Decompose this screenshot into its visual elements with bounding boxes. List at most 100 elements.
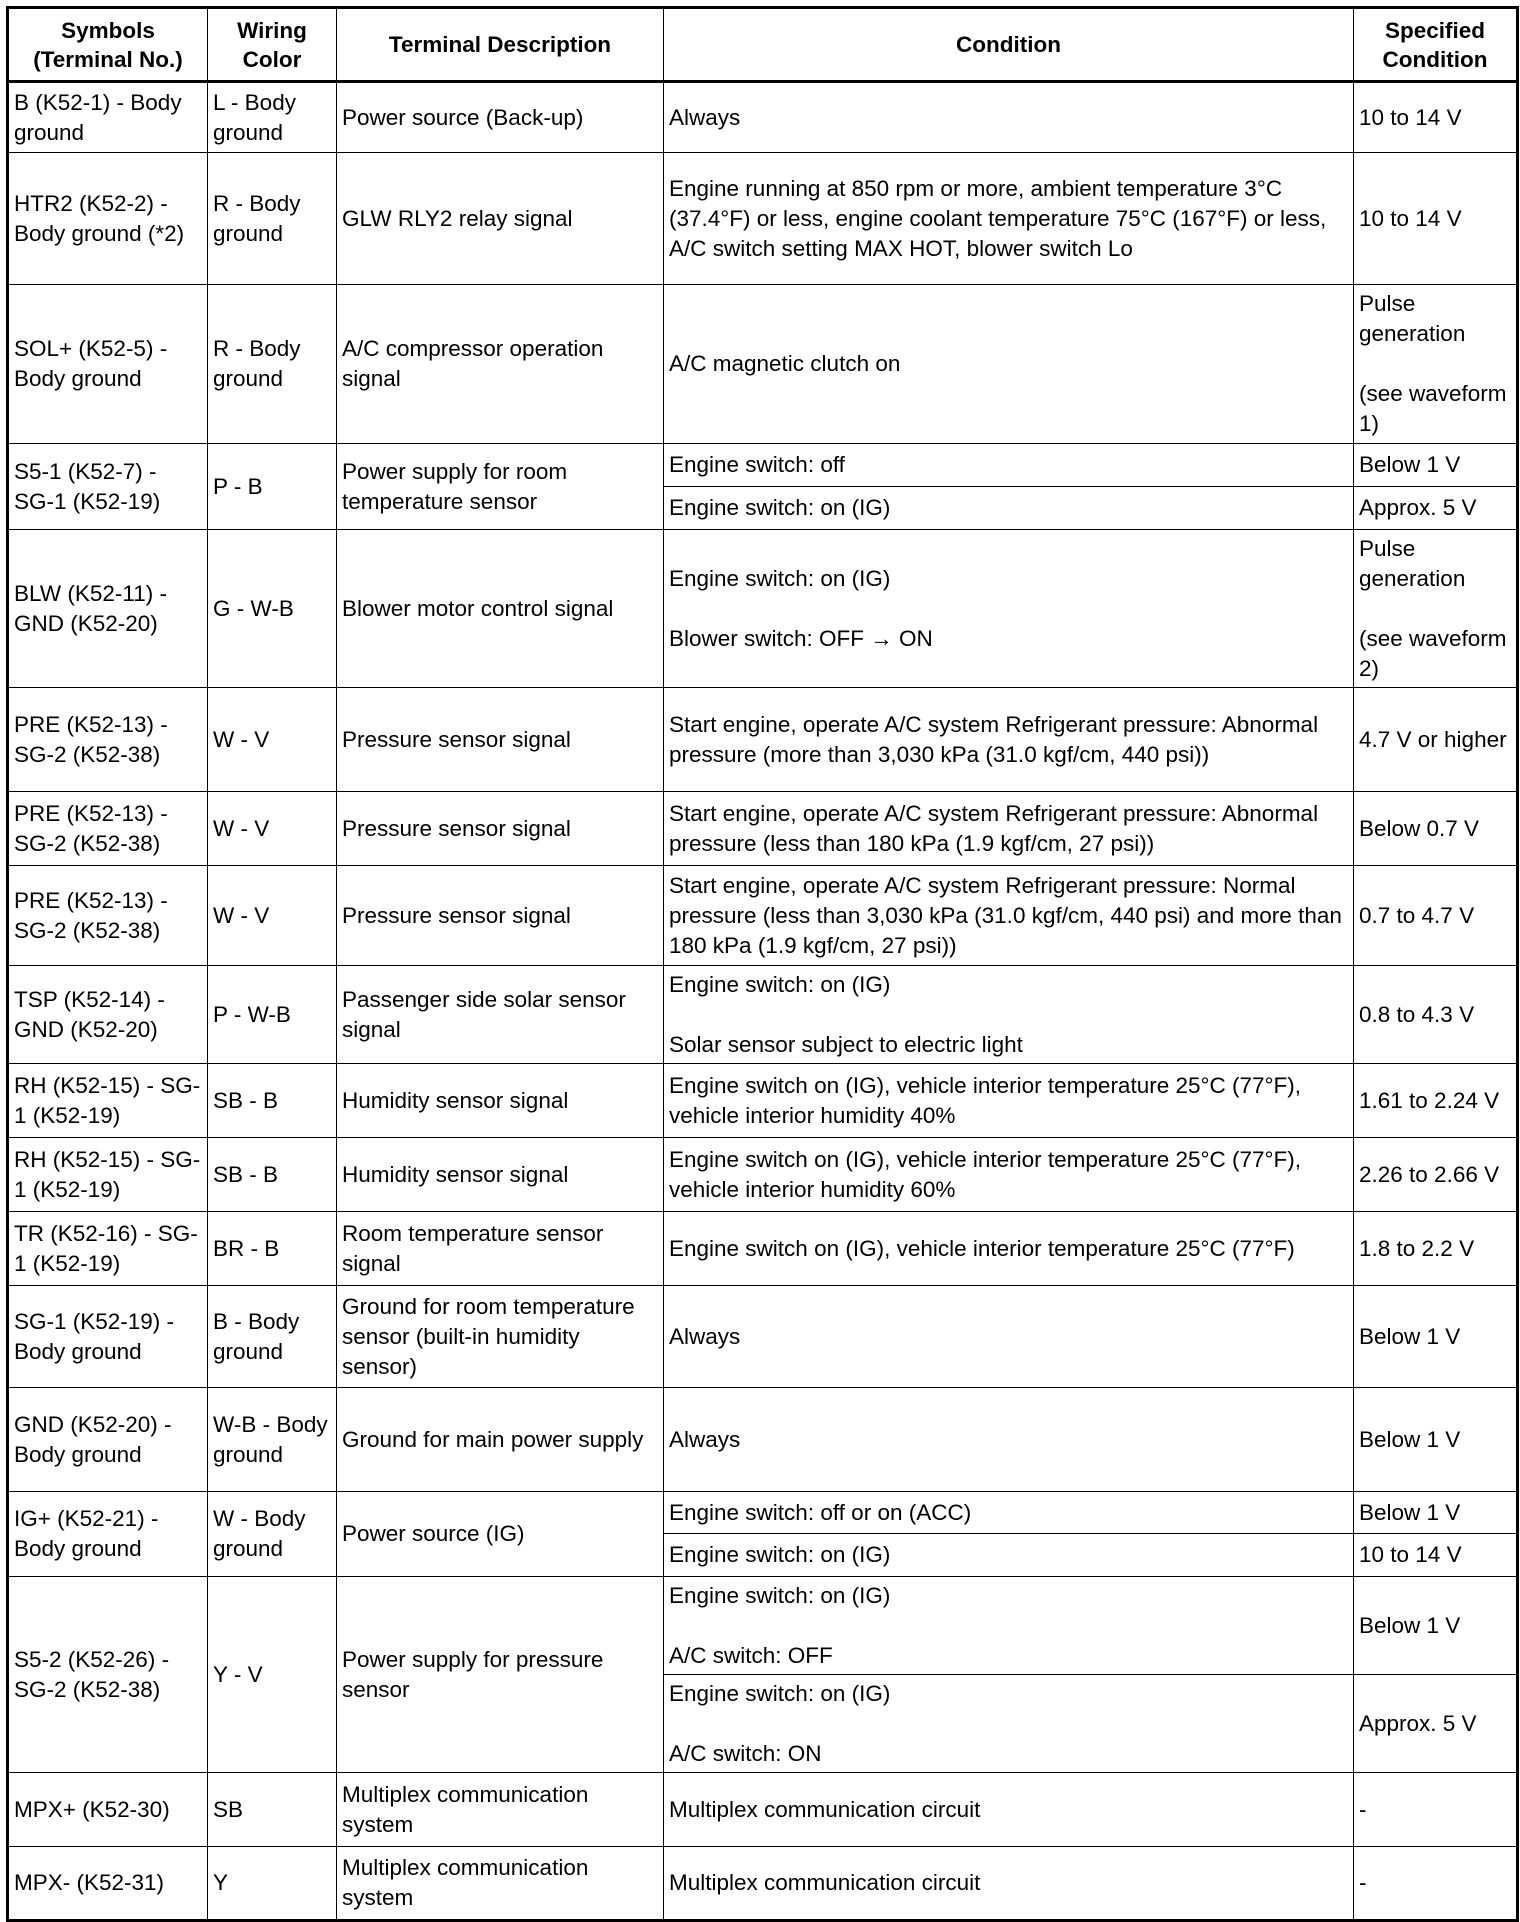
table-row: MPX+ (K52-30) SB Multiplex communication s… [7, 1772, 1518, 1847]
wiring-color-cell: R - Body ground [207, 284, 337, 444]
table-row: GND (K52-20) - Body ground W-B - Body gro… [7, 1387, 1518, 1492]
header-specified-condition: Specified Condition [1353, 7, 1518, 82]
description-cell: Power supply for room temperature sensor [336, 443, 664, 530]
wiring-color-cell: Y - V [207, 1576, 337, 1773]
condition-cell: Engine switch: on (IG) [663, 486, 1354, 530]
condition-cell: Engine switch on (IG), vehicle interior … [663, 1137, 1354, 1212]
symbol-cell: TR (K52-16) - SG-1 (K52-19) [7, 1211, 208, 1286]
condition-cell: Engine switch: on (IG) [663, 1533, 1354, 1577]
description-cell: Power source (Back-up) [336, 81, 664, 153]
table-row: PRE (K52-13) - SG-2 (K52-38) W - V Pressur… [7, 791, 1518, 866]
table-row: SG-1 (K52-19) - Body ground B - Body grou… [7, 1285, 1518, 1388]
symbol-cell: RH (K52-15) - SG-1 (K52-19) [7, 1137, 208, 1212]
wiring-color-cell: W - Body ground [207, 1491, 337, 1577]
condition-cell: Start engine, operate A/C system Refrige… [663, 687, 1354, 792]
spec-cell: Approx. 5 V [1353, 486, 1518, 530]
condition-cell: Engine switch: on (IG) Blower switch: OF… [663, 529, 1354, 688]
header-terminal-description: Terminal Description [336, 7, 664, 82]
spec-cell: Below 0.7 V [1353, 791, 1518, 866]
table-row: IG+ (K52-21) - Body ground W - Body groun… [7, 1491, 1518, 1577]
condition-cell: Multiplex communication circuit [663, 1846, 1354, 1921]
description-cell: Pressure sensor signal [336, 865, 664, 966]
symbol-cell: PRE (K52-13) - SG-2 (K52-38) [7, 791, 208, 866]
spec-cell: - [1353, 1846, 1518, 1921]
wiring-color-cell: SB - B [207, 1063, 337, 1138]
description-cell: Ground for main power supply [336, 1387, 664, 1492]
spec-cell: Below 1 V [1353, 1491, 1518, 1534]
spec-cell: 1.8 to 2.2 V [1353, 1211, 1518, 1286]
table-row: SOL+ (K52-5) - Body ground R - Body groun… [7, 284, 1518, 444]
spec-cell: 0.8 to 4.3 V [1353, 965, 1518, 1064]
spec-cell: Pulse generation (see waveform 2) [1353, 529, 1518, 688]
spec-cell: 0.7 to 4.7 V [1353, 865, 1518, 966]
symbol-cell: SG-1 (K52-19) - Body ground [7, 1285, 208, 1388]
condition-cell: Engine switch: on (IG) A/C switch: OFF [663, 1576, 1354, 1675]
symbol-cell: IG+ (K52-21) - Body ground [7, 1491, 208, 1577]
symbol-cell: SOL+ (K52-5) - Body ground [7, 284, 208, 444]
table-row: Engine switch: on (IG) 10 to 14 V [8, 1533, 1518, 1577]
description-cell: Humidity sensor signal [336, 1063, 664, 1138]
symbol-cell: B (K52-1) - Body ground [7, 81, 208, 153]
symbol-cell: TSP (K52-14) - GND (K52-20) [7, 965, 208, 1064]
wiring-color-cell: SB - B [207, 1137, 337, 1212]
wiring-color-cell: B - Body ground [207, 1285, 337, 1388]
table-row: RH (K52-15) - SG-1 (K52-19) SB - B Humidit… [7, 1063, 1518, 1138]
wiring-color-cell: W - V [207, 791, 337, 866]
terminal-table: Symbols (Terminal No.) Wiring Color Term… [6, 6, 1519, 1922]
condition-cell: Always [663, 81, 1354, 153]
condition-cell: Start engine, operate A/C system Refrige… [663, 791, 1354, 866]
symbol-cell: GND (K52-20) - Body ground [7, 1387, 208, 1492]
condition-cell: Engine switch on (IG), vehicle interior … [663, 1211, 1354, 1286]
symbol-cell: S5-2 (K52-26) - SG-2 (K52-38) [7, 1576, 208, 1773]
symbol-cell: HTR2 (K52-2) - Body ground (*2) [7, 152, 208, 285]
table-row: TR (K52-16) - SG-1 (K52-19) BR - B Room te… [7, 1211, 1518, 1286]
table-row: MPX- (K52-31) Y Multiplex communication sy… [7, 1846, 1518, 1921]
condition-cell: Always [663, 1285, 1354, 1388]
condition-cell: Always [663, 1387, 1354, 1492]
condition-cell: Start engine, operate A/C system Refrige… [663, 865, 1354, 966]
table-row: HTR2 (K52-2) - Body ground (*2) R - Body … [7, 152, 1518, 285]
condition-cell: Engine running at 850 rpm or more, ambie… [663, 152, 1354, 285]
wiring-color-cell: G - W-B [207, 529, 337, 688]
symbol-cell: MPX+ (K52-30) [7, 1772, 208, 1847]
description-cell: Multiplex communication system [336, 1846, 664, 1921]
table-row: RH (K52-15) - SG-1 (K52-19) SB - B Humidit… [7, 1137, 1518, 1212]
condition-cell: Multiplex communication circuit [663, 1772, 1354, 1847]
symbol-cell: PRE (K52-13) - SG-2 (K52-38) [7, 865, 208, 966]
wiring-color-cell: P - W-B [207, 965, 337, 1064]
wiring-color-cell: R - Body ground [207, 152, 337, 285]
symbol-cell: BLW (K52-11) - GND (K52-20) [7, 529, 208, 688]
symbol-cell: RH (K52-15) - SG-1 (K52-19) [7, 1063, 208, 1138]
spec-cell: 10 to 14 V [1353, 1533, 1518, 1577]
spec-cell: 10 to 14 V [1353, 152, 1518, 285]
wiring-color-cell: W - V [207, 687, 337, 792]
spec-cell: 2.26 to 2.66 V [1353, 1137, 1518, 1212]
wiring-color-cell: L - Body ground [207, 81, 337, 153]
spec-cell: Below 1 V [1353, 1576, 1518, 1675]
wiring-color-cell: BR - B [207, 1211, 337, 1286]
table-row: Engine switch: on (IG) A/C switch: ON App… [8, 1674, 1518, 1773]
wiring-color-cell: SB [207, 1772, 337, 1847]
table-row: B (K52-1) - Body ground L - Body ground Po… [7, 81, 1518, 153]
wiring-color-cell: P - B [207, 443, 337, 530]
symbol-cell: S5-1 (K52-7) - SG-1 (K52-19) [7, 443, 208, 530]
description-cell: Power source (IG) [336, 1491, 664, 1577]
description-cell: Humidity sensor signal [336, 1137, 664, 1212]
symbol-cell: PRE (K52-13) - SG-2 (K52-38) [7, 687, 208, 792]
condition-cell: A/C magnetic clutch on [663, 284, 1354, 444]
description-cell: Pressure sensor signal [336, 687, 664, 792]
table-row: S5-2 (K52-26) - SG-2 (K52-38) Y - V Power … [7, 1576, 1518, 1773]
header-symbols: Symbols (Terminal No.) [7, 7, 208, 82]
wiring-color-cell: Y [207, 1846, 337, 1921]
spec-cell: 4.7 V or higher [1353, 687, 1518, 792]
header-row: Symbols (Terminal No.) Wiring Color Term… [7, 7, 1518, 82]
wiring-color-cell: W - V [207, 865, 337, 966]
table-row: BLW (K52-11) - GND (K52-20) G - W-B Blower… [7, 529, 1518, 688]
condition-cell: Engine switch: on (IG) Solar sensor subj… [663, 965, 1354, 1064]
wiring-color-cell: W-B - Body ground [207, 1387, 337, 1492]
description-cell: Blower motor control signal [336, 529, 664, 688]
condition-cell: Engine switch: off [663, 443, 1354, 487]
description-cell: GLW RLY2 relay signal [336, 152, 664, 285]
table-row: TSP (K52-14) - GND (K52-20) P - W-B Passen… [7, 965, 1518, 1064]
spec-cell: - [1353, 1772, 1518, 1847]
